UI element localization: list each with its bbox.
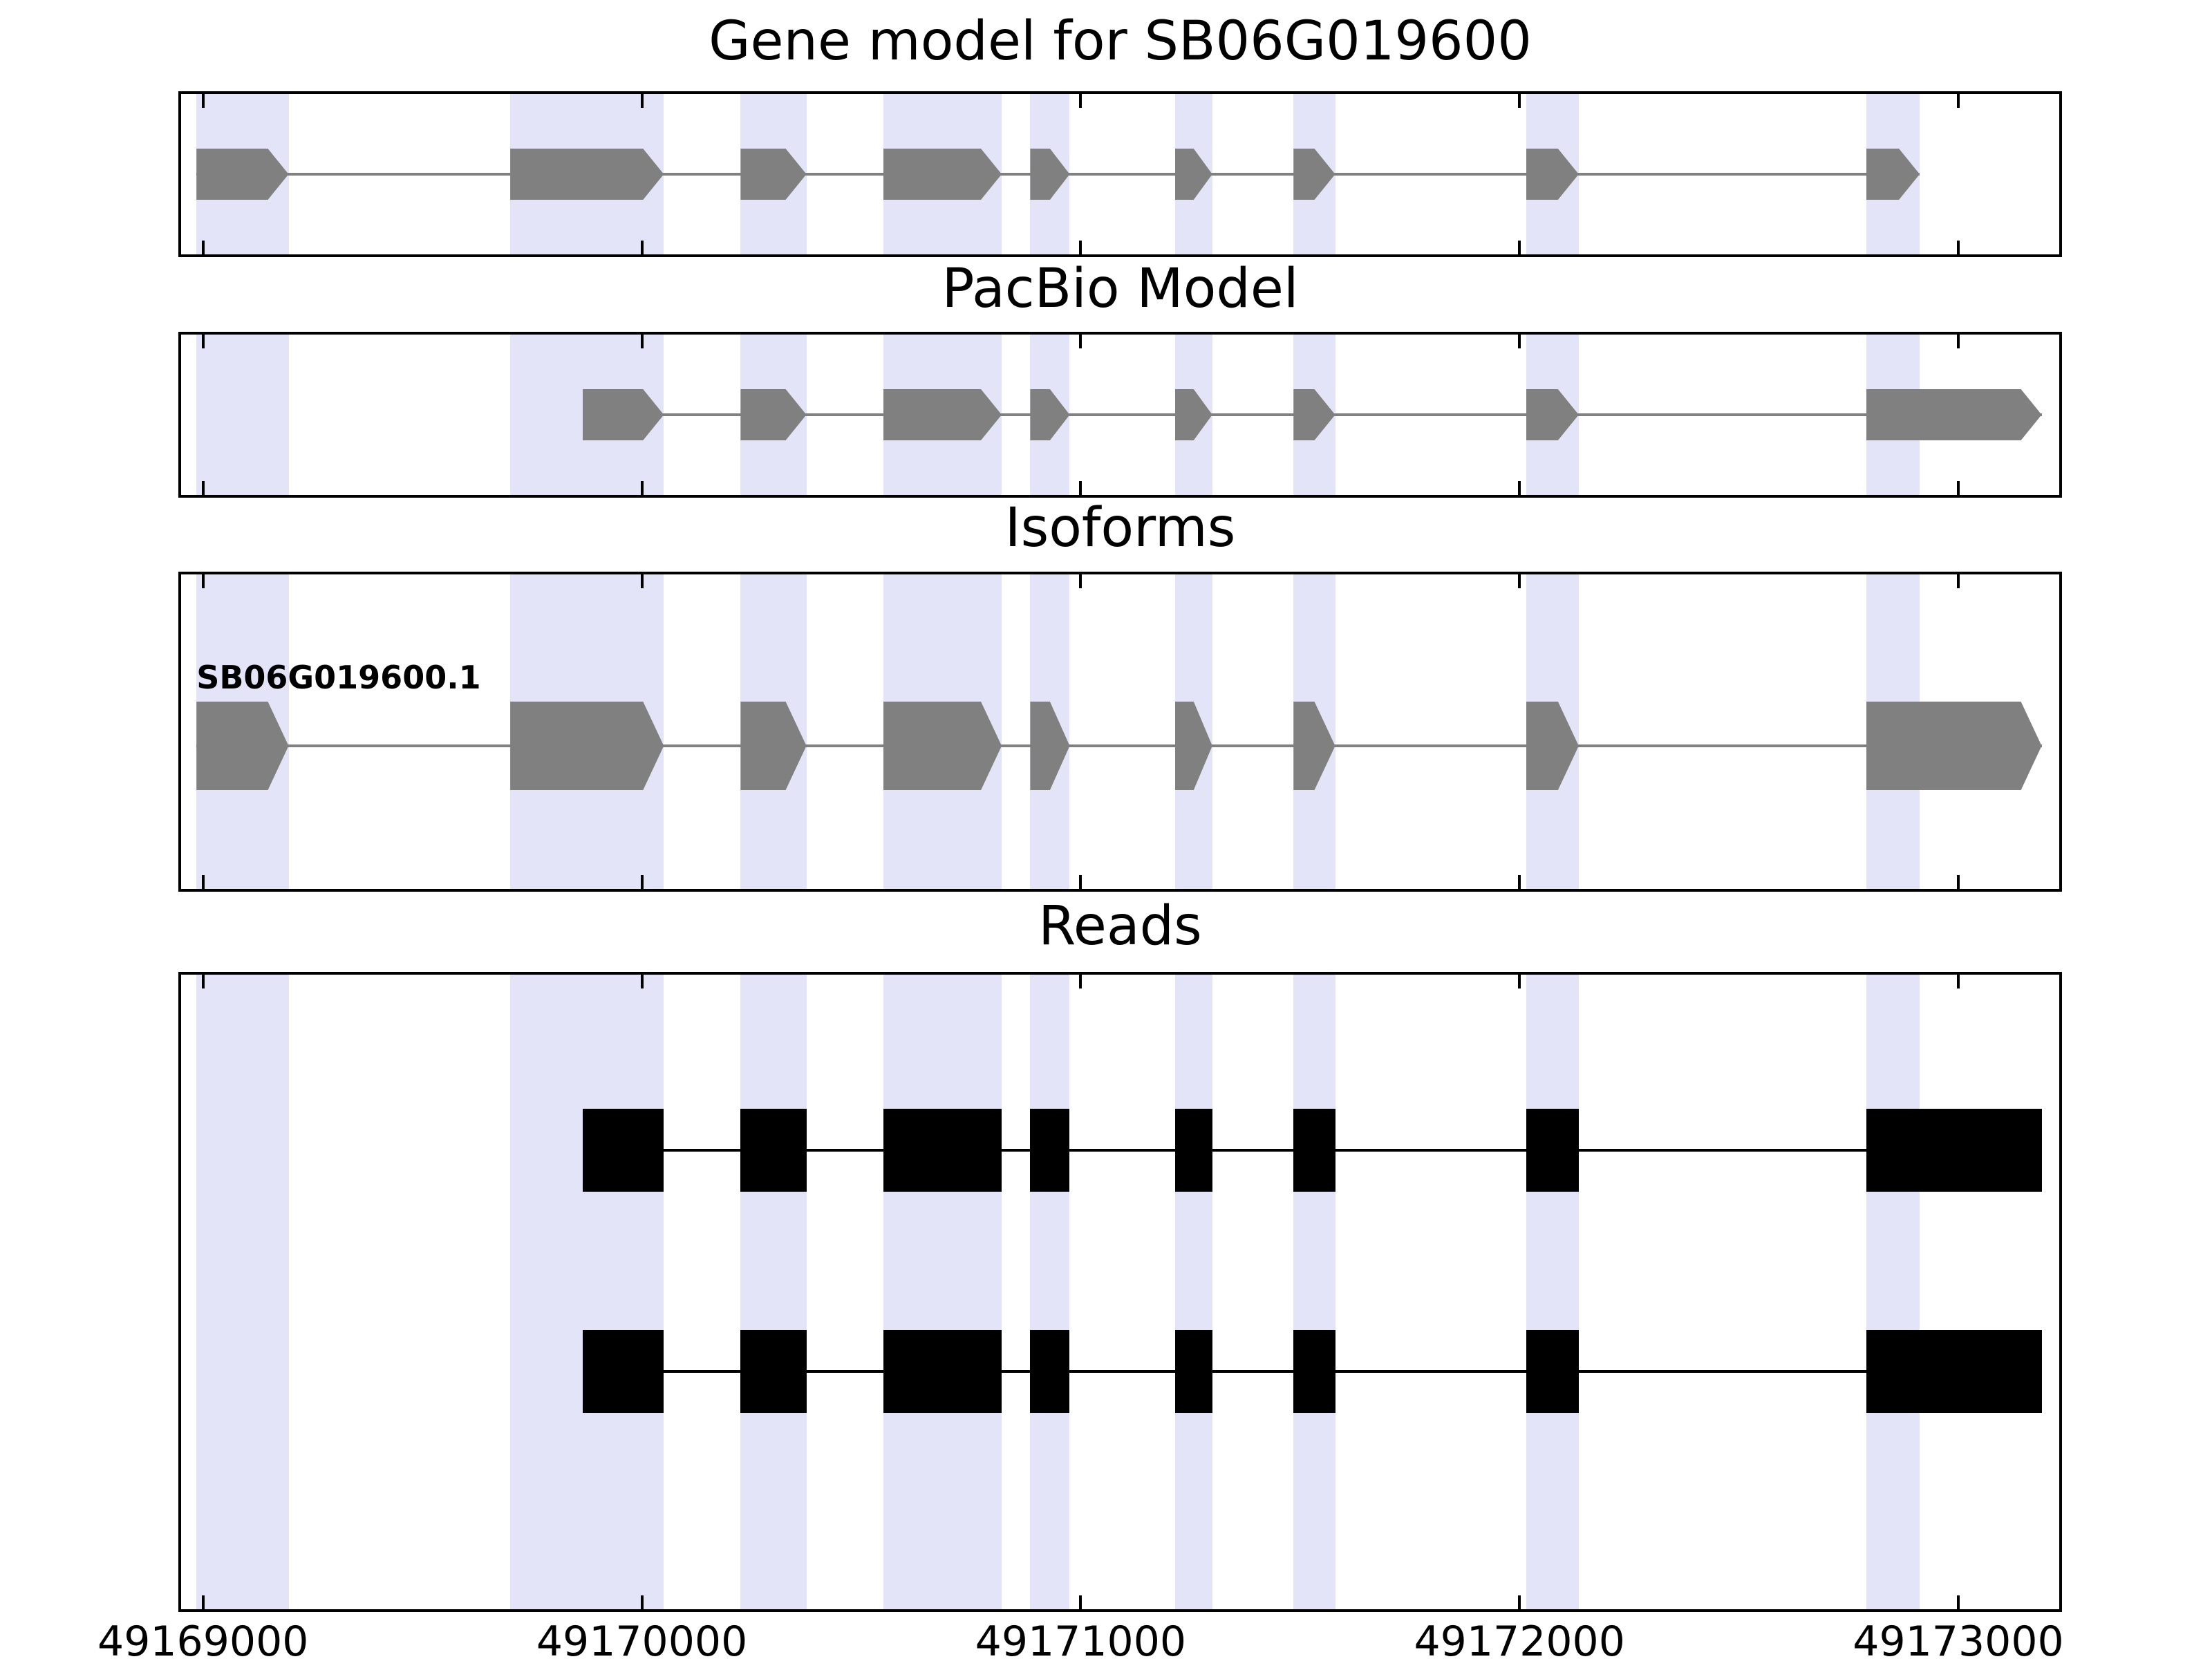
exon-arrow (510, 702, 664, 790)
axis-tick (1079, 481, 1082, 495)
exon-highlight-band (1174, 975, 1212, 1609)
axis-tick-label: 49171000 (975, 1618, 1187, 1659)
axis-tick (1518, 975, 1521, 988)
read-exon-block (1174, 1109, 1212, 1192)
read-exon-block (1293, 1109, 1335, 1192)
read-exon-block (1866, 1329, 2042, 1413)
axis-tick (1956, 94, 1960, 108)
read-exon-block (1174, 1329, 1212, 1413)
axis-tick (640, 481, 644, 495)
axis-tick (1518, 241, 1521, 254)
read-exon-block (1030, 1329, 1070, 1413)
axis-tick (1956, 335, 1960, 348)
axis-tick (1079, 241, 1082, 254)
exon-arrow (883, 149, 1002, 200)
axis-tick (201, 94, 205, 108)
axis-tick (640, 1595, 644, 1609)
axis-tick (201, 241, 205, 254)
exon-highlight-band (740, 975, 807, 1609)
axis-tick (1518, 94, 1521, 108)
isoform-label: SB06G019600.1 (196, 658, 481, 696)
axis-tick (640, 94, 644, 108)
exon-highlight-band (883, 975, 1002, 1609)
isoforms-panel-title: Isoforms (1004, 497, 1236, 559)
axis-tick (640, 875, 644, 889)
axis-tick (1956, 574, 1960, 588)
axis-tick (201, 335, 205, 348)
read-exon-block (582, 1329, 664, 1413)
axis-tick (1956, 875, 1960, 889)
exon-highlight-band (1030, 975, 1070, 1609)
exon-arrow (1866, 389, 2042, 440)
exon-highlight-band (510, 975, 664, 1609)
axis-tick-label: 49172000 (1414, 1618, 1625, 1659)
axis-tick (201, 975, 205, 988)
axis-tick-label: 49173000 (1853, 1618, 2064, 1659)
exon-arrow (510, 149, 664, 200)
isoforms-panel: SB06G019600.1 (178, 572, 2062, 892)
exon-arrow (883, 389, 1002, 440)
reads-panel (178, 972, 2062, 1612)
axis-tick (201, 574, 205, 588)
reads-panel-title: Reads (1038, 895, 1202, 957)
axis-tick (201, 1595, 205, 1609)
axis-tick (1956, 1595, 1960, 1609)
pacbio-panel (178, 332, 2062, 498)
exon-highlight-band (1293, 975, 1335, 1609)
axis-tick (1956, 975, 1960, 988)
axis-tick (640, 574, 644, 588)
pacbio-panel-title: PacBio Model (941, 258, 1299, 320)
axis-tick (1518, 1595, 1521, 1609)
axis-tick (640, 975, 644, 988)
exon-arrow (883, 702, 1002, 790)
read-exon-block (1293, 1329, 1335, 1413)
axis-tick (1079, 335, 1082, 348)
exon-highlight-band (196, 335, 289, 495)
axis-tick (1079, 1595, 1082, 1609)
exon-arrow (1866, 702, 2042, 790)
axis-tick (1956, 241, 1960, 254)
read-exon-block (883, 1329, 1002, 1413)
exon-highlight-band (196, 975, 289, 1609)
read-exon-block (1526, 1329, 1579, 1413)
axis-tick (201, 481, 205, 495)
axis-tick (640, 241, 644, 254)
intron-line (196, 744, 2042, 747)
read-exon-block (740, 1329, 807, 1413)
exon-highlight-band (1526, 975, 1579, 1609)
axis-tick (1079, 975, 1082, 988)
axis-tick (1079, 94, 1082, 108)
axis-tick-label: 49169000 (97, 1618, 309, 1659)
exon-arrow (196, 149, 288, 200)
axis-tick (1518, 574, 1521, 588)
exon-highlight-band (1866, 975, 1920, 1609)
axis-tick (1518, 481, 1521, 495)
axis-tick-label: 49170000 (536, 1618, 748, 1659)
read-exon-block (740, 1109, 807, 1192)
gene-model-panel (178, 91, 2062, 257)
read-exon-block (883, 1109, 1002, 1192)
axis-tick (1518, 335, 1521, 348)
axis-tick (1518, 875, 1521, 889)
axis-tick (201, 875, 205, 889)
read-exon-block (1030, 1109, 1070, 1192)
axis-tick (640, 335, 644, 348)
exon-arrow (196, 702, 288, 790)
read-exon-block (582, 1109, 664, 1192)
axis-tick (1956, 481, 1960, 495)
read-exon-block (1526, 1109, 1579, 1192)
axis-tick (1079, 574, 1082, 588)
gene-model-panel-title: Gene model for SB06G019600 (709, 10, 1532, 73)
read-exon-block (1866, 1109, 2042, 1192)
axis-tick (1079, 875, 1082, 889)
